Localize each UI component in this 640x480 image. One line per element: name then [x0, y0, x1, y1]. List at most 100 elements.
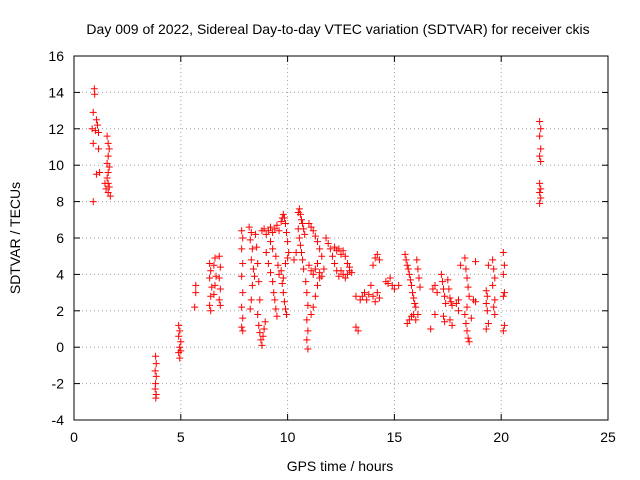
data-point-marker — [499, 249, 507, 257]
data-point-marker — [267, 223, 275, 231]
data-point-marker — [373, 250, 381, 258]
data-point-marker — [411, 300, 419, 308]
data-point-marker — [536, 199, 544, 207]
data-point-marker — [175, 321, 183, 329]
data-point-marker — [302, 278, 310, 286]
data-point-marker — [316, 274, 324, 282]
x-tick-label: 20 — [493, 429, 509, 445]
data-point-marker — [341, 274, 349, 282]
data-point-marker — [283, 229, 291, 237]
data-point-marker — [215, 274, 223, 282]
data-point-marker — [405, 270, 413, 278]
data-point-marker — [346, 263, 354, 271]
data-point-marker — [491, 274, 499, 282]
data-point-marker — [482, 300, 490, 308]
data-point-marker — [260, 225, 268, 233]
data-point-marker — [152, 360, 160, 368]
data-point-marker — [335, 245, 343, 253]
data-point-marker — [283, 310, 291, 318]
data-point-marker — [462, 265, 470, 273]
data-point-marker — [296, 241, 304, 249]
data-point-marker — [281, 219, 289, 227]
data-point-marker — [176, 354, 184, 362]
data-point-marker — [402, 256, 410, 264]
data-point-marker — [216, 263, 224, 271]
data-point-marker — [274, 261, 282, 269]
y-axis-label: SDTVAR / TECUs — [7, 182, 23, 294]
data-point-marker — [102, 185, 110, 193]
data-point-marker — [303, 289, 311, 297]
data-point-marker — [489, 281, 497, 289]
data-point-marker — [254, 259, 262, 267]
data-point-marker — [238, 227, 246, 235]
data-point-marker — [482, 325, 490, 333]
data-point-marker — [92, 116, 100, 124]
data-point-marker — [101, 179, 109, 187]
data-point-marker — [299, 256, 307, 264]
data-point-marker — [386, 274, 394, 282]
data-point-marker — [415, 274, 423, 282]
data-point-marker — [463, 274, 471, 282]
data-point-marker — [446, 294, 454, 302]
data-point-marker — [281, 259, 289, 267]
data-point-marker — [483, 307, 491, 315]
data-point-marker — [489, 256, 497, 264]
data-point-marker — [264, 227, 272, 235]
data-point-marker — [210, 290, 218, 298]
data-point-marker — [446, 316, 454, 324]
data-point-marker — [537, 185, 545, 193]
y-tick-label: 10 — [48, 157, 64, 173]
data-point-marker — [326, 245, 334, 253]
data-point-marker — [301, 230, 309, 238]
data-point-marker — [414, 310, 422, 318]
data-point-marker — [239, 327, 247, 335]
data-point-marker — [239, 259, 247, 267]
data-point-marker — [307, 267, 315, 275]
data-point-marker — [412, 303, 420, 311]
data-point-marker — [238, 272, 246, 280]
data-point-marker — [454, 296, 462, 304]
data-point-marker — [256, 296, 264, 304]
data-point-marker — [314, 238, 322, 246]
data-point-marker — [272, 305, 280, 313]
data-point-marker — [304, 327, 312, 335]
y-tick-label: 6 — [56, 230, 64, 246]
data-point-marker — [437, 270, 445, 278]
data-point-marker — [275, 270, 283, 278]
data-point-marker — [438, 278, 446, 286]
data-point-marker — [279, 274, 287, 282]
y-tick-label: 16 — [48, 48, 64, 64]
data-point-marker — [258, 341, 266, 349]
data-point-marker — [260, 325, 268, 333]
data-point-marker — [239, 234, 247, 242]
data-point-marker — [490, 265, 498, 273]
data-point-marker — [395, 281, 403, 289]
data-point-marker — [284, 254, 292, 262]
data-point-marker — [238, 323, 246, 331]
data-point-marker — [104, 189, 112, 196]
data-point-marker — [401, 250, 409, 258]
data-point-marker — [335, 272, 343, 280]
data-point-marker — [239, 314, 247, 322]
x-tick-label: 15 — [387, 429, 403, 445]
data-point-marker — [273, 221, 281, 229]
data-point-marker — [247, 229, 255, 237]
data-point-marker — [500, 261, 508, 269]
data-point-marker — [267, 238, 275, 246]
data-point-marker — [311, 292, 319, 300]
data-point-marker — [215, 252, 223, 260]
y-tick-label: -2 — [52, 376, 65, 392]
data-point-marker — [465, 292, 473, 300]
data-point-marker — [262, 230, 270, 238]
data-point-marker — [269, 245, 277, 253]
data-point-marker — [384, 280, 392, 287]
y-tick-label: 12 — [48, 121, 64, 137]
data-point-marker — [463, 327, 471, 335]
data-point-marker — [337, 267, 345, 275]
data-point-marker — [354, 327, 362, 335]
data-point-marker — [305, 261, 313, 269]
data-point-marker — [448, 301, 456, 309]
data-point-marker — [255, 321, 263, 329]
data-point-marker — [331, 259, 339, 267]
data-point-marker — [104, 152, 112, 160]
